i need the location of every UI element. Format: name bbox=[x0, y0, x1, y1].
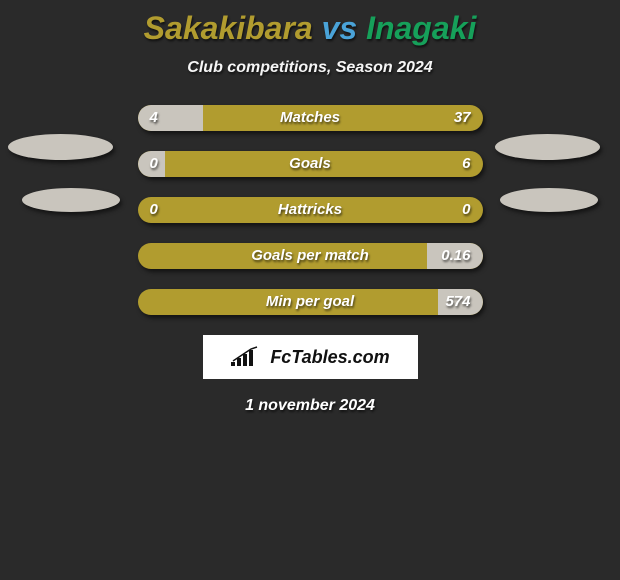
bars-icon bbox=[230, 346, 264, 368]
player2-name: Inagaki bbox=[366, 10, 476, 46]
stats-chart: 437Matches 06Goals 00Hattricks 0.16Goals pe… bbox=[0, 105, 620, 315]
stat-row: 574Min per goal bbox=[138, 289, 483, 315]
stat-row: 06Goals bbox=[138, 151, 483, 177]
comparison-infographic: Sakakibara vs Inagaki Club competitions,… bbox=[0, 10, 620, 415]
stat-row: 437Matches bbox=[138, 105, 483, 131]
stat-row: 0.16Goals per match bbox=[138, 243, 483, 269]
logo-label: FcTables.com bbox=[270, 347, 389, 368]
stat-label: Goals bbox=[138, 151, 483, 177]
subtitle: Club competitions, Season 2024 bbox=[0, 59, 620, 77]
source-logo: FcTables.com bbox=[203, 335, 418, 379]
stat-label: Min per goal bbox=[138, 289, 483, 315]
stat-row: 00Hattricks bbox=[138, 197, 483, 223]
snapshot-date: 1 november 2024 bbox=[0, 397, 620, 415]
stat-label: Matches bbox=[138, 105, 483, 131]
stat-label: Goals per match bbox=[138, 243, 483, 269]
player1-name: Sakakibara bbox=[144, 10, 313, 46]
vs-separator: vs bbox=[322, 10, 358, 46]
stat-label: Hattricks bbox=[138, 197, 483, 223]
page-title: Sakakibara vs Inagaki bbox=[0, 10, 620, 47]
